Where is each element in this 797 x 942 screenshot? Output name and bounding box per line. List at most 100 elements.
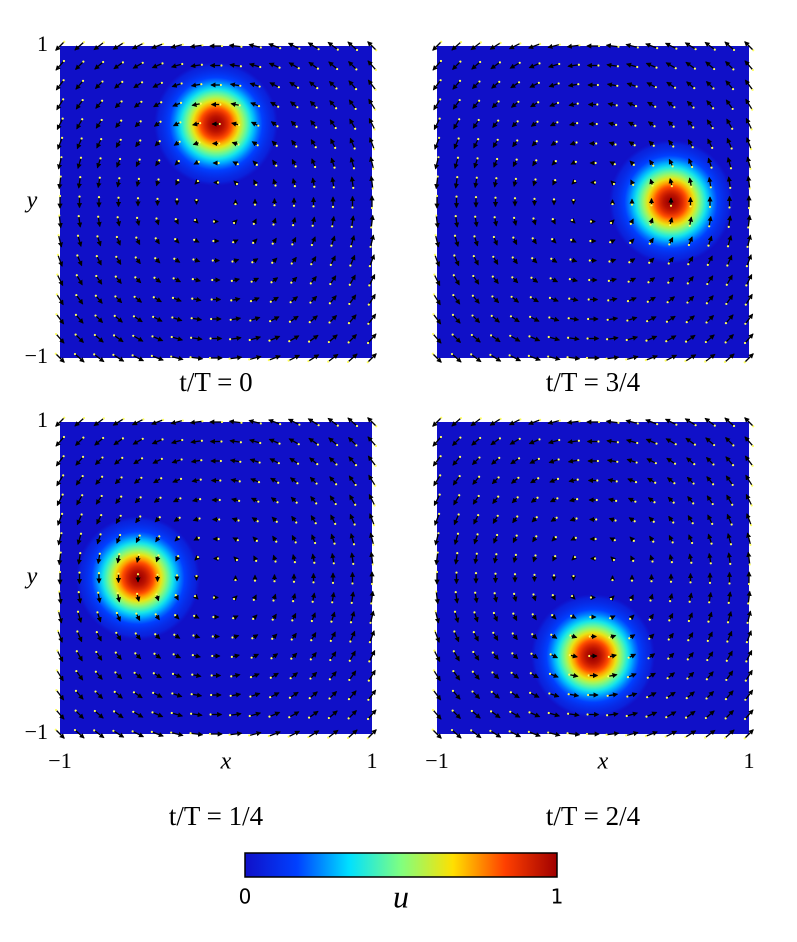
arrow-tail (471, 670, 474, 673)
velocity-arrow (549, 673, 559, 678)
arrow-tail (175, 198, 179, 201)
velocity-arrow (231, 672, 241, 679)
arrow-tail (549, 653, 552, 656)
velocity-arrow (248, 419, 261, 425)
arrow-tail (352, 562, 355, 565)
arrow-tail (333, 166, 336, 169)
velocity-arrow (77, 216, 83, 228)
arrow-tail (366, 361, 369, 364)
arrow-tail (617, 421, 620, 424)
arrow-tail (251, 261, 254, 264)
velocity-arrow (96, 612, 102, 623)
arrow-tail (707, 244, 710, 247)
arrow-tail (368, 284, 371, 287)
arrow-tail (576, 478, 579, 481)
arrow-tail (335, 107, 338, 110)
y-axis-label: y (25, 188, 38, 214)
arrow-tail (497, 100, 500, 103)
arrow-tail (650, 204, 653, 207)
arrow-tail (458, 118, 461, 121)
arrow-tail (668, 619, 671, 622)
arrow-tail (197, 536, 200, 539)
arrow-tail (368, 265, 371, 268)
velocity-arrow (190, 63, 202, 69)
velocity-arrow (473, 138, 479, 149)
y-tick-label: −1 (25, 343, 48, 368)
arrow-tail (112, 710, 116, 713)
arrow-tail (271, 242, 274, 245)
arrow-tail (296, 462, 300, 465)
velocity-arrow (706, 476, 714, 485)
arrow-tail (192, 258, 195, 261)
velocity-arrow (290, 120, 298, 128)
arrow-tail (373, 504, 376, 507)
arrow-tail (138, 534, 141, 537)
velocity-arrow (134, 120, 142, 128)
velocity-arrow (289, 691, 299, 699)
arrow-tail (98, 552, 101, 555)
velocity-arrow (75, 314, 84, 324)
velocity-arrow (453, 631, 460, 643)
arrow-tail (94, 294, 97, 297)
arrow-tail (550, 633, 553, 636)
arrow-tail (275, 520, 278, 523)
arrow-tail (477, 138, 480, 141)
arrow-tail (113, 690, 116, 693)
velocity-arrow (288, 354, 301, 362)
velocity-arrow (76, 514, 83, 526)
arrow-tail (258, 461, 261, 464)
velocity-arrow (74, 729, 85, 739)
arrow-tail (331, 581, 335, 584)
velocity-arrow (528, 62, 540, 69)
arrow-tail (81, 98, 84, 102)
arrow-tail (648, 618, 651, 621)
velocity-arrow (230, 335, 242, 341)
arrow-tail (435, 214, 438, 217)
velocity-arrow (530, 121, 538, 127)
velocity-arrow (492, 652, 499, 661)
arrow-tail (120, 119, 123, 122)
arrow-tail (56, 273, 59, 276)
arrow-tail (614, 519, 617, 522)
arrow-tail (532, 217, 535, 220)
velocity-arrow (329, 314, 338, 323)
arrow-tail (370, 226, 373, 229)
arrow-tail (218, 142, 221, 145)
arrow-tail (374, 88, 377, 91)
arrow-tail (239, 84, 242, 87)
velocity-arrow (687, 553, 694, 563)
velocity-arrow (115, 256, 122, 265)
arrow-tail (533, 197, 536, 200)
arrow-tail (704, 736, 707, 739)
velocity-arrow (270, 497, 278, 503)
velocity-arrow (451, 417, 462, 427)
arrow-tail (100, 494, 103, 498)
arrow-tail (547, 355, 550, 358)
velocity-arrow (627, 121, 636, 127)
velocity-arrow (726, 254, 733, 266)
velocity-arrow (290, 296, 299, 303)
arrow-tail (307, 716, 311, 719)
arrow-tail (170, 355, 173, 358)
velocity-arrow (489, 418, 501, 426)
arrow-tail (650, 580, 653, 583)
arrow-tail (368, 641, 371, 644)
arrow-tail (137, 177, 141, 180)
velocity-arrow (668, 256, 674, 264)
arrow-tail (615, 480, 618, 483)
velocity-arrow (705, 437, 715, 446)
arrow-tail (609, 597, 613, 601)
arrow-tail (633, 520, 636, 523)
arrow-tail (152, 691, 155, 694)
velocity-arrow (626, 335, 639, 341)
velocity-arrow (329, 100, 337, 109)
velocity-arrow (191, 336, 203, 342)
arrow-tail (317, 48, 320, 51)
arrow-tail (219, 459, 222, 463)
arrow-tail (510, 671, 513, 674)
velocity-arrow (726, 274, 733, 286)
velocity-arrow (744, 41, 754, 51)
velocity-arrow (529, 82, 540, 88)
arrow-tail (101, 80, 104, 83)
velocity-arrow (707, 176, 713, 188)
